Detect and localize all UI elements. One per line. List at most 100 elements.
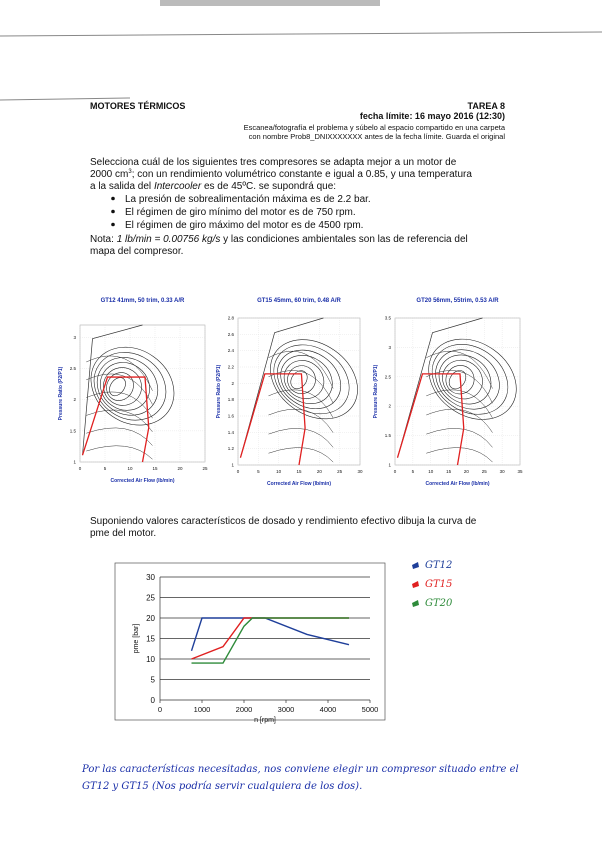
map-x-label: Corrected Air Flow (lb/min) bbox=[111, 478, 175, 484]
map-x-tick: 5 bbox=[104, 466, 107, 471]
operating-line bbox=[239, 373, 306, 466]
map-y-tick: 1.5 bbox=[385, 433, 392, 438]
y-tick-label: 5 bbox=[151, 676, 156, 685]
efficiency-island bbox=[445, 365, 475, 395]
speed-line bbox=[268, 408, 334, 433]
efficiency-island bbox=[93, 352, 167, 421]
map-y-tick: 2.4 bbox=[228, 348, 235, 353]
map-x-tick: 10 bbox=[428, 469, 434, 474]
legend-marker bbox=[412, 562, 419, 569]
map-y-tick: 2.8 bbox=[228, 316, 235, 321]
map-y-tick: 2 bbox=[388, 404, 391, 409]
scan-line bbox=[0, 97, 131, 101]
bullet-text: El régimen de giro máximo del motor es d… bbox=[125, 220, 363, 231]
efficiency-island bbox=[270, 339, 358, 420]
surge-line bbox=[397, 317, 483, 458]
efficiency-island bbox=[290, 370, 308, 390]
speed-line bbox=[426, 447, 493, 463]
map-y-tick: 3.5 bbox=[385, 316, 392, 321]
map-x-tick: 5 bbox=[257, 469, 260, 474]
x-tick-label: 3000 bbox=[278, 705, 295, 714]
intro: 2000 cm3; con un rendimiento volumétrico… bbox=[90, 169, 472, 180]
map-y-tick: 2.5 bbox=[70, 366, 77, 371]
x-tick-label: 5000 bbox=[362, 705, 379, 714]
y-tick-label: 15 bbox=[146, 635, 155, 644]
bullet bbox=[111, 222, 115, 227]
speed-line bbox=[86, 373, 153, 405]
map-x-tick: 15 bbox=[152, 466, 158, 471]
map-y-tick: 3 bbox=[388, 345, 391, 350]
legend-label: GT20 bbox=[425, 598, 453, 609]
speed-line bbox=[86, 427, 153, 446]
operating-line bbox=[396, 373, 465, 466]
map-x-tick: 0 bbox=[237, 469, 240, 474]
bullet-text: El régimen de giro mínimo del motor es d… bbox=[125, 207, 356, 218]
y-axis-label: pme [bar] bbox=[133, 624, 140, 654]
speed-line bbox=[268, 389, 334, 419]
instructions: con nombre Prob8_DNIXXXXXXX antes de la … bbox=[249, 132, 506, 141]
speed-line bbox=[426, 389, 493, 419]
map-x-tick: 25 bbox=[202, 466, 208, 471]
note-italic: 1 lb/min = 0.00756 kg/s bbox=[117, 234, 221, 245]
x-tick-label: 0 bbox=[158, 705, 162, 714]
map-y-tick: 1 bbox=[73, 460, 76, 465]
scan-edge bbox=[160, 0, 380, 6]
map-y-tick: 1.6 bbox=[228, 414, 235, 419]
header-right: TAREA 8 bbox=[467, 101, 505, 111]
legend-marker bbox=[412, 600, 419, 607]
map-x-tick: 30 bbox=[500, 469, 506, 474]
efficiency-island bbox=[273, 344, 350, 415]
scan-line bbox=[0, 31, 602, 37]
map-x-tick: 35 bbox=[517, 469, 523, 474]
bullet bbox=[111, 196, 115, 201]
map-y-tick: 1.5 bbox=[70, 428, 77, 433]
answer: GT12 y GT15 (Nos podría servir cualquier… bbox=[82, 781, 362, 792]
superscript: 3 bbox=[128, 169, 132, 175]
map-x-tick: 20 bbox=[317, 469, 323, 474]
x-axis-label: n [rpm] bbox=[254, 717, 276, 724]
map-y-tick: 2.6 bbox=[228, 332, 235, 337]
bullet bbox=[111, 209, 115, 214]
map-title: GT12 41mm, 50 trim, 0.33 A/R bbox=[101, 298, 185, 304]
intro-italic: Intercooler bbox=[154, 181, 202, 192]
efficiency-island bbox=[438, 354, 492, 405]
operating-line bbox=[81, 376, 150, 463]
intro-text: es de 45ºC. se supondrá que: bbox=[201, 181, 336, 192]
intro-text: ; con un rendimiento volumétrico constan… bbox=[132, 169, 473, 180]
map-y-tick: 1.2 bbox=[228, 446, 235, 451]
map-x-tick: 25 bbox=[337, 469, 343, 474]
map-y-tick: 1.4 bbox=[228, 430, 235, 435]
map-x-tick: 0 bbox=[394, 469, 397, 474]
map-title: GT20 56mm, 55trim, 0.53 A/R bbox=[416, 298, 499, 304]
map-x-tick: 10 bbox=[276, 469, 282, 474]
answer: Por las características necesitadas, nos… bbox=[81, 764, 519, 775]
x-tick-label: 4000 bbox=[320, 705, 337, 714]
speed-line bbox=[426, 408, 493, 433]
efficiency-island bbox=[100, 362, 150, 411]
map-y-tick: 3 bbox=[73, 335, 76, 340]
map-x-label: Corrected Air Flow (lb/min) bbox=[267, 481, 331, 487]
speed-line bbox=[268, 350, 334, 389]
map-x-tick: 30 bbox=[357, 469, 363, 474]
instructions: Escanea/fotografía el problema y súbelo … bbox=[244, 123, 506, 132]
y-tick-label: 25 bbox=[146, 594, 155, 603]
efficiency-island bbox=[96, 357, 159, 416]
efficiency-island bbox=[448, 370, 467, 390]
speed-line bbox=[86, 355, 153, 391]
chart-frame bbox=[114, 562, 386, 721]
intro-text: 2000 cm bbox=[90, 169, 128, 180]
map-x-tick: 25 bbox=[482, 469, 488, 474]
map-y-tick: 2 bbox=[231, 381, 234, 386]
x-tick-label: 1000 bbox=[194, 705, 211, 714]
map-x-tick: 0 bbox=[79, 466, 82, 471]
bullet-list: La presión de sobrealimentación máxima e… bbox=[111, 194, 371, 231]
efficiency-island bbox=[106, 372, 134, 401]
efficiency-island bbox=[103, 367, 142, 406]
data-line bbox=[191, 617, 349, 664]
map-y-tick: 1 bbox=[231, 463, 234, 468]
efficiency-island bbox=[287, 365, 316, 394]
intro-text: a la salida del bbox=[90, 181, 154, 192]
map-y-tick: 2.5 bbox=[385, 374, 392, 379]
